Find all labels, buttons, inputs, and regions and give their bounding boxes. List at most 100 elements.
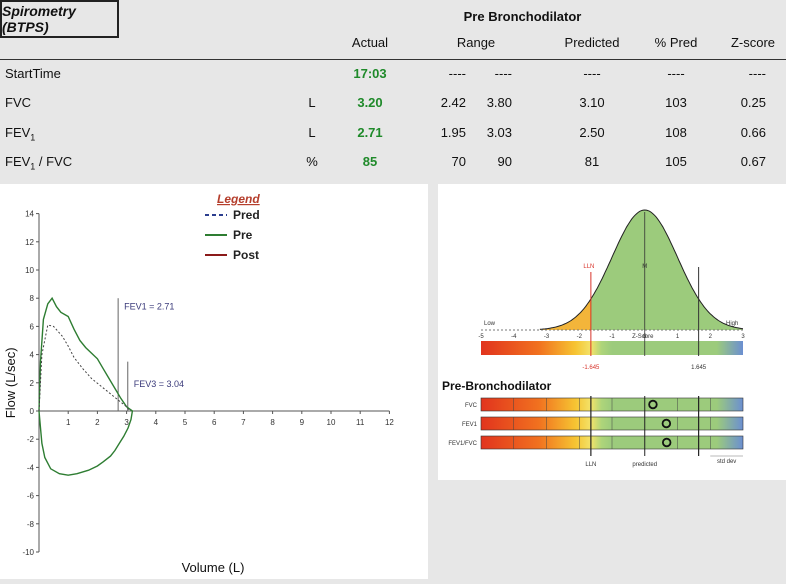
x-tick-label: 7 (241, 418, 246, 427)
mean-label: M (642, 264, 647, 270)
z-tick-label: 2 (709, 334, 713, 340)
cell-range-hi: 90 (497, 154, 512, 169)
cell-actual: 17:03 (353, 66, 387, 81)
y-tick-label: 14 (25, 210, 34, 219)
cell-range-hi: ---- (494, 66, 512, 81)
cell-predicted: 81 (584, 154, 600, 169)
row-label: FEV1 / FVC (5, 154, 73, 172)
zscore-axis-label: Z-Score (632, 334, 654, 340)
bell-curve-fill (539, 210, 743, 330)
cell-range-hi: 3.80 (486, 95, 512, 110)
cell-actual: 2.71 (357, 125, 383, 140)
col-header-pct-pred: % Pred (654, 35, 698, 50)
lln-value: -1.645 (582, 365, 600, 371)
y-tick-label: -4 (27, 463, 35, 472)
header-rule (0, 59, 786, 60)
y-tick-label: 10 (25, 266, 34, 275)
cell-pct-pred: 105 (665, 154, 687, 169)
zscore-marker (648, 399, 658, 410)
cell-predicted: 3.10 (579, 95, 605, 110)
cell-unit: L (308, 125, 316, 140)
y-tick-label: 0 (30, 407, 35, 416)
y-axis-title: Flow (L/sec) (3, 347, 18, 418)
zscore-row-label: FEV1/FVC (448, 441, 477, 447)
row-label: StartTime (5, 66, 61, 81)
z-tick-label: 1 (676, 334, 680, 340)
zscore-chart: -5-4-3-2-10123Z-ScoreLowHighLLN-1.645M1.… (442, 209, 745, 468)
spirometry-title: Spirometry (BTPS) (0, 0, 119, 38)
section-title: Pre Bronchodilator (463, 9, 582, 24)
cell-zscore: ---- (748, 66, 766, 81)
y-tick-label: 6 (30, 322, 35, 331)
z-tick-label: -2 (577, 334, 583, 340)
x-tick-label: 3 (124, 418, 129, 427)
col-header-zscore: Z-score (730, 35, 776, 50)
z-tick-label: -5 (478, 334, 484, 340)
legend-label-post: Post (233, 248, 259, 262)
lln-label: LLN (583, 264, 594, 270)
cell-pct-pred: 108 (665, 125, 687, 140)
cell-actual: 3.20 (357, 95, 383, 110)
zscore-bars-title: Pre-Bronchodilator (442, 379, 552, 393)
col-header-range: Range (456, 35, 496, 50)
cell-range-lo: 1.95 (440, 125, 466, 140)
row-label: FVC (5, 95, 31, 110)
series-pre-line (38, 296, 134, 476)
lln-tail-fill (539, 299, 591, 330)
z-tick-label: 3 (741, 334, 745, 340)
cell-unit: L (308, 95, 316, 110)
col-header-actual: Actual (351, 35, 389, 50)
y-tick-label: 2 (30, 379, 35, 388)
legend-label-pre: Pre (233, 228, 253, 242)
x-tick-label: 4 (154, 418, 159, 427)
zscore-row-label: FEV1 (462, 422, 478, 428)
fev-annotation: FEV3 = 3.04 (134, 379, 184, 389)
cell-zscore: 0.66 (740, 125, 766, 140)
z-tick-label: -1 (609, 334, 615, 340)
low-label: Low (484, 321, 496, 327)
x-tick-label: 6 (212, 418, 217, 427)
y-tick-label: -6 (27, 492, 35, 501)
x-tick-label: 5 (183, 418, 188, 427)
cell-zscore: 0.67 (740, 154, 766, 169)
legend-label-pred: Pred (233, 208, 260, 222)
y-tick-label: -10 (22, 548, 34, 557)
x-tick-label: 11 (356, 418, 365, 427)
y-tick-label: 4 (30, 351, 35, 360)
x-tick-label: 12 (385, 418, 394, 427)
zscore-panel: -5-4-3-2-10123Z-ScoreLowHighLLN-1.645M1.… (438, 184, 786, 480)
zscore-marker (661, 437, 672, 448)
cell-pct-pred: 103 (665, 95, 687, 110)
cell-predicted: 2.50 (579, 125, 605, 140)
bars-predicted-label: predicted (632, 462, 657, 468)
cell-pct-pred: ---- (667, 66, 685, 81)
series-pred-line (38, 324, 130, 412)
x-tick-label: 9 (300, 418, 305, 427)
bars-sd-label: std dev (717, 459, 736, 465)
y-tick-label: -8 (27, 520, 35, 529)
x-axis-title: Volume (L) (182, 560, 245, 575)
flow-volume-panel: 14 12 10 8 6 4 2 0 -2 -4 -6 -8 -10 1 2 3 4 5 6 7 8 9 10 11 12 Vol… (0, 184, 428, 579)
cell-range-lo: ---- (448, 66, 466, 81)
x-tick-label: 2 (95, 418, 100, 427)
y-tick-label: 12 (25, 238, 34, 247)
zscore-gradient-bar (481, 341, 743, 355)
cell-unit: % (306, 154, 318, 169)
cell-range-lo: 2.42 (440, 95, 466, 110)
cell-predicted: ---- (583, 66, 601, 81)
z-tick-label: -3 (544, 334, 550, 340)
fev-annotation: FEV1 = 2.71 (124, 301, 174, 311)
y-tick-label: -2 (27, 435, 35, 444)
zscore-row-label: FVC (465, 403, 478, 409)
bars-lln-label: LLN (585, 462, 596, 468)
z-tick-label: -4 (511, 334, 517, 340)
x-tick-label: 8 (270, 418, 275, 427)
x-tick-label: 1 (66, 418, 71, 427)
cell-range-lo: 70 (451, 154, 466, 169)
bell-curve-outline (539, 209, 744, 330)
x-tick-label: 10 (327, 418, 336, 427)
y-tick-label: 8 (30, 294, 35, 303)
high-label: High (726, 321, 738, 327)
legend-title: Legend (217, 192, 260, 206)
